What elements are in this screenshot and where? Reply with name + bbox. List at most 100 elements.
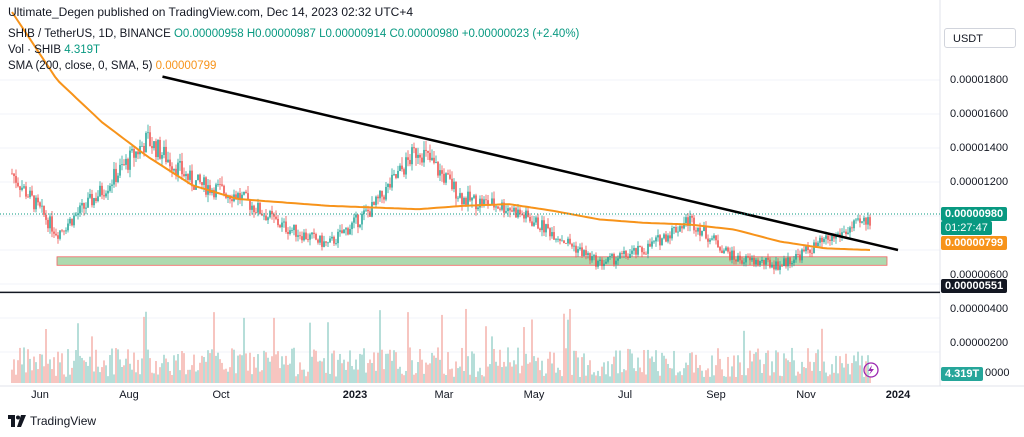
tradingview-logo[interactable]: TradingView — [8, 414, 96, 428]
volume-bar — [305, 376, 307, 383]
candle-body — [83, 203, 85, 209]
candle-body — [645, 253, 647, 255]
candle-body — [513, 207, 515, 212]
candle-body — [355, 214, 357, 218]
candle-body — [529, 216, 531, 222]
candle-body — [419, 154, 421, 158]
volume-bar — [721, 369, 723, 383]
candle-body — [571, 243, 573, 247]
candle-body — [547, 224, 549, 229]
volume-bar — [617, 373, 619, 383]
candle-body — [453, 181, 455, 190]
candle-body — [507, 208, 509, 212]
candle-body — [289, 230, 291, 234]
volume-bar — [657, 371, 659, 383]
candle-body — [397, 170, 399, 178]
volume-bar — [837, 373, 839, 383]
symbol-name[interactable]: SHIB / TetherUS, 1D, BINANCE — [8, 28, 171, 40]
candle-body — [435, 162, 437, 163]
volume-label[interactable]: Vol · SHIB — [8, 44, 62, 56]
volume-bar — [227, 371, 229, 383]
volume-bar — [31, 370, 33, 383]
volume-bar — [209, 353, 211, 383]
candle-body — [665, 234, 667, 242]
candle-body — [521, 214, 523, 216]
candle-body — [79, 205, 81, 214]
candle-body — [117, 175, 119, 182]
volume-bar — [781, 376, 783, 383]
lightning-icon — [863, 362, 879, 378]
volume-bar — [265, 352, 267, 383]
candle-body — [865, 217, 867, 225]
volume-bar — [201, 355, 203, 383]
volume-bar — [257, 354, 259, 383]
candle-body — [775, 261, 777, 270]
currency-selector[interactable]: USDT — [944, 28, 1016, 48]
candle-body — [729, 251, 731, 260]
candle-body — [569, 238, 571, 244]
volume-bar — [805, 368, 807, 383]
volume-bar — [451, 368, 453, 383]
volume-bar — [549, 351, 551, 383]
sma-label[interactable]: SMA (200, close, 0, SMA, 5) — [8, 60, 153, 72]
volume-bar — [397, 368, 399, 383]
volume-bar — [719, 358, 721, 383]
candle-body — [299, 235, 301, 237]
candle-body — [217, 184, 219, 185]
candle-body — [201, 182, 203, 185]
candle-body — [331, 236, 333, 239]
candle-body — [677, 231, 679, 233]
volume-bar — [557, 367, 559, 383]
candle-body — [301, 236, 303, 241]
candle-body — [399, 165, 401, 171]
volume-bar — [119, 359, 121, 383]
candle-body — [805, 246, 807, 252]
candle-body — [725, 247, 727, 251]
volume-bar — [33, 356, 35, 383]
candle-body — [459, 193, 461, 198]
candle-body — [125, 158, 127, 165]
volume-bar — [135, 372, 137, 383]
candle-body — [85, 207, 87, 209]
volume-bar — [97, 366, 99, 383]
time-tick: Oct — [212, 389, 230, 401]
volume-bar — [57, 351, 59, 383]
volume-bar — [713, 375, 715, 383]
volume-bar — [783, 353, 785, 383]
volume-bar — [381, 349, 383, 383]
candle-body — [603, 263, 605, 267]
volume-bar — [673, 350, 675, 383]
volume-bar — [315, 350, 317, 383]
volume-bar — [627, 348, 629, 383]
candle-body — [501, 202, 503, 210]
candle-body — [167, 159, 169, 163]
candle-body — [791, 262, 793, 265]
candle-body — [733, 250, 735, 260]
candle-body — [153, 141, 155, 149]
volume-bar — [839, 356, 841, 383]
price-tick: 0.00001800 — [950, 74, 1009, 86]
volume-bar — [237, 355, 239, 383]
candle-body — [541, 220, 543, 231]
candle-body — [575, 245, 577, 253]
volume-bar — [43, 366, 45, 383]
candle-body — [319, 235, 321, 243]
candle-body — [601, 259, 603, 267]
candle-body — [81, 203, 83, 206]
volume-bar — [271, 356, 273, 383]
volume-bar — [543, 375, 545, 383]
candle-body — [511, 210, 513, 212]
candle-body — [205, 177, 207, 195]
candle-body — [191, 170, 193, 187]
candle-body — [251, 205, 253, 210]
candle-body — [27, 196, 29, 198]
candle-body — [607, 257, 609, 262]
price-tick: 0.00000200 — [950, 337, 1009, 349]
candle-body — [357, 214, 359, 228]
candle-body — [821, 237, 823, 242]
time-tick: May — [523, 389, 545, 401]
candle-body — [437, 162, 439, 176]
volume-bar — [707, 368, 709, 383]
candle-body — [103, 195, 105, 197]
